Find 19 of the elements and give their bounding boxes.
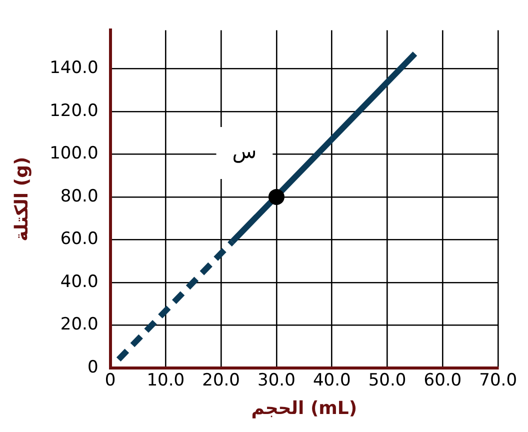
y-tick-label: 60.0 bbox=[60, 229, 98, 250]
x-tick-label: 30.0 bbox=[258, 370, 296, 391]
x-tick-label: 60.0 bbox=[424, 370, 462, 391]
y-tick-label: 120.0 bbox=[50, 100, 98, 121]
annotation: س bbox=[232, 139, 257, 164]
y-tick-label: 80.0 bbox=[60, 186, 98, 206]
y-tick-label: 0 bbox=[87, 357, 98, 378]
x-tick-label: 0 bbox=[104, 370, 116, 391]
x-axis-title: الحجم (mL) bbox=[251, 398, 358, 419]
x-tick-label: 20.0 bbox=[202, 370, 240, 391]
y-tick-label: 20.0 bbox=[60, 314, 98, 335]
x-tick-label: 10.0 bbox=[146, 370, 185, 391]
x-tick-label: 50.0 bbox=[368, 370, 406, 391]
y-tick-label: 40.0 bbox=[60, 272, 98, 292]
x-tick-label: 40.0 bbox=[312, 370, 351, 391]
x-tick-label: 70.0 bbox=[479, 370, 518, 391]
y-axis-title: الكتلة (g) bbox=[11, 156, 32, 242]
y-tick-label: 140.0 bbox=[50, 58, 98, 78]
y-tick-label: 100.0 bbox=[50, 144, 98, 164]
